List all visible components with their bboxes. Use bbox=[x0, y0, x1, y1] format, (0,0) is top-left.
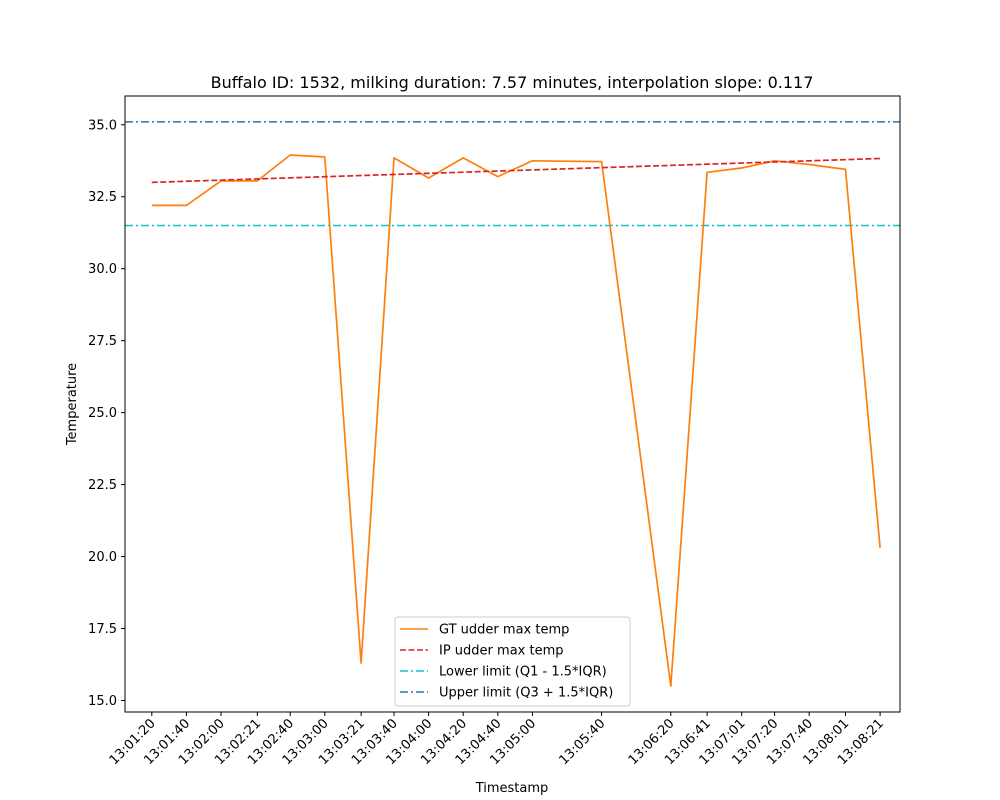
plot-area bbox=[125, 96, 900, 712]
reference-lines bbox=[125, 121, 900, 227]
y-tick-label: 17.5 bbox=[88, 622, 117, 637]
legend-label: GT udder max temp bbox=[439, 623, 569, 638]
y-tick-label: 22.5 bbox=[88, 478, 117, 493]
series-lines bbox=[151, 154, 881, 687]
y-tick-label: 30.0 bbox=[88, 262, 117, 277]
y-tick-label: 35.0 bbox=[88, 118, 117, 133]
legend-label: IP udder max temp bbox=[439, 644, 564, 659]
y-tick-label: 15.0 bbox=[88, 694, 117, 709]
legend-label: Lower limit (Q1 - 1.5*IQR) bbox=[439, 665, 607, 680]
x-axis-label: Timestamp bbox=[475, 781, 549, 796]
y-tick-label: 20.0 bbox=[88, 550, 117, 565]
y-tick-label: 25.0 bbox=[88, 406, 117, 421]
plot-frame bbox=[124, 95, 901, 713]
legend: GT udder max temp IP udder max temp Lower … bbox=[394, 616, 631, 707]
legend-label: Upper limit (Q3 + 1.5*IQR) bbox=[439, 686, 613, 701]
y-axis: 15.0 17.5 20.0 22.5 25.0 27.5 30.0 32.5 35.0 bbox=[88, 118, 125, 709]
y-tick-label: 27.5 bbox=[88, 334, 117, 349]
y-axis-label: Temperature bbox=[65, 363, 80, 446]
chart-title: Buffalo ID: 1532, milking duration: 7.57… bbox=[211, 73, 814, 92]
series-line-ip-udder-max-temp bbox=[151, 157, 881, 184]
legend-box bbox=[394, 616, 631, 707]
y-tick-label: 32.5 bbox=[88, 190, 117, 205]
